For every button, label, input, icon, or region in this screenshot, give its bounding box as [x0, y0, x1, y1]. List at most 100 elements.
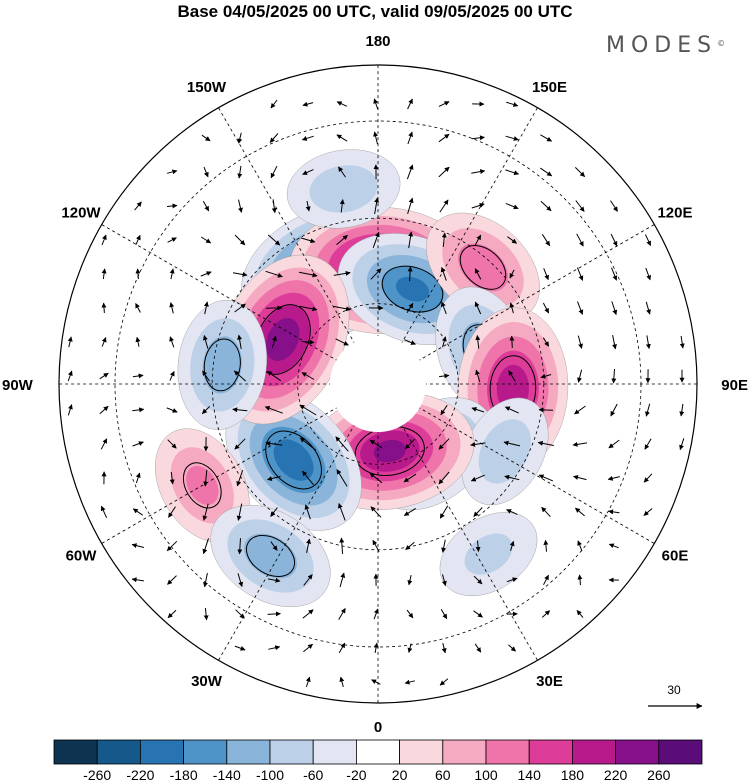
wind-vector [611, 301, 618, 316]
wind-vector [299, 404, 317, 416]
wind-vector [440, 301, 447, 315]
wind-vector [509, 302, 515, 314]
wind-vector [407, 574, 413, 586]
wind-vector [305, 200, 311, 212]
wind-vector [543, 574, 549, 586]
wind-vector [99, 372, 109, 380]
contour-line [265, 430, 322, 490]
wind-vector [577, 301, 584, 315]
polar-cap [330, 336, 426, 432]
wind-vector [644, 438, 652, 450]
wind-vector [471, 203, 485, 209]
contour-line [381, 265, 444, 313]
wind-vector [237, 132, 243, 144]
wind-vector [267, 577, 281, 583]
wind-vector [577, 369, 583, 383]
wind-vector [336, 234, 348, 246]
wind-vector [610, 200, 618, 212]
wind-vector [67, 404, 73, 416]
wind-vector [608, 439, 620, 449]
wind-vector [509, 269, 515, 279]
wind-vector [540, 373, 552, 379]
wind-vector [166, 540, 178, 552]
anomaly-level-band [309, 165, 378, 213]
wind-vector [470, 474, 485, 482]
wind-vector [269, 133, 279, 143]
wind-vector [169, 302, 175, 314]
wind-vector [202, 335, 209, 349]
wind-vector [407, 643, 413, 653]
wind-vector [336, 469, 348, 487]
wind-vector [572, 441, 588, 447]
wind-vector [474, 643, 482, 653]
wind-vector [542, 337, 550, 347]
wind-vector [134, 201, 142, 211]
wind-vector [232, 407, 248, 413]
wind-vector [404, 679, 416, 685]
wind-vector [475, 540, 481, 552]
anomaly-level-band [244, 533, 297, 579]
colorbar-label: 180 [561, 767, 585, 783]
wind-vector [67, 370, 73, 382]
colorbar-swatch [312, 739, 357, 765]
wind-vector [575, 200, 585, 212]
wind-vector [167, 439, 177, 449]
wind-vector [439, 678, 449, 686]
colorbar-swatch [183, 739, 228, 765]
wind-vector [267, 234, 281, 246]
wind-vector [441, 642, 447, 654]
wind-vector [403, 507, 416, 517]
wind-vector [169, 268, 175, 280]
longitude-label: 90W [2, 377, 34, 394]
wind-vector [538, 474, 554, 482]
contour-line [245, 534, 296, 578]
wind-vector [542, 302, 550, 314]
brand-name: MODES [606, 33, 718, 58]
wind-vector [203, 301, 209, 315]
wind-vector [645, 301, 651, 315]
wind-vector [441, 539, 447, 553]
wind-vector [335, 338, 349, 346]
map-boundary [58, 64, 698, 704]
wind-vector [166, 203, 178, 209]
wind-vector [135, 472, 141, 484]
wind-vector [338, 642, 346, 654]
wind-vector [505, 135, 519, 141]
wind-vector [238, 199, 243, 213]
colorbar-label: 220 [604, 767, 628, 783]
anomaly-level-band [395, 276, 430, 302]
meridian-line [101, 224, 344, 365]
wind-vector [302, 169, 314, 175]
wind-vector [237, 334, 243, 349]
latitude-circle [297, 303, 459, 465]
anomaly-center [225, 389, 362, 531]
wind-vector [471, 169, 486, 175]
wind-vector [438, 101, 450, 107]
wind-vector [166, 407, 178, 413]
wind-vector [474, 234, 482, 246]
wind-vector [67, 336, 73, 348]
wind-vector [408, 231, 414, 249]
wind-vector [441, 336, 447, 348]
anomaly-level-band [464, 533, 513, 575]
wind-vector [405, 541, 415, 551]
wind-vector [506, 101, 519, 107]
wind-vector [336, 134, 348, 142]
wind-vector [577, 574, 583, 586]
wind-vector [374, 197, 380, 215]
wind-vector [201, 134, 211, 142]
wind-vector [540, 134, 553, 142]
wind-vector [645, 267, 651, 281]
wind-vector [333, 270, 351, 276]
wind-vector [203, 573, 208, 588]
wind-vector [506, 509, 518, 515]
longitude-label: 150W [187, 79, 227, 96]
wind-vector [131, 577, 144, 583]
wind-vector [270, 507, 278, 517]
anomaly-center [426, 212, 540, 323]
wind-vector [100, 438, 108, 450]
wind-vector [338, 166, 346, 178]
longitude-label: 30E [536, 673, 563, 690]
wind-vector [610, 233, 618, 247]
colorbar-label: -180 [170, 767, 198, 783]
